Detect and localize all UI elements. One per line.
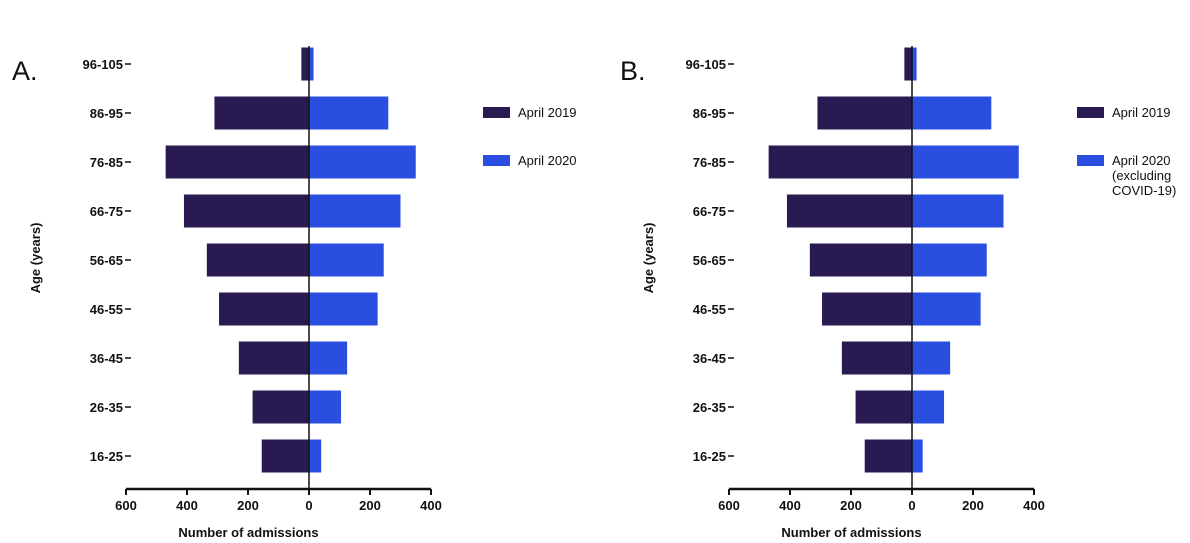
- panel-a: A. 96-105 86-95 76-85 66-75 56-65 46-55 36-45 26…: [12, 46, 577, 540]
- bar-april-2019-26-35: [855, 390, 912, 424]
- bar-april-2019-46-55: [219, 292, 309, 326]
- y-tick-label: 26-35: [693, 400, 726, 415]
- bar-april-2020-16-25: [309, 439, 322, 473]
- y-tick-label: 16-25: [693, 449, 726, 464]
- bar-april-2019-46-55: [822, 292, 912, 326]
- bar-april-2020-26-35: [912, 390, 945, 424]
- bar-april-2020-66-75: [309, 194, 401, 228]
- x-axis-title: Number of admissions: [781, 525, 921, 540]
- x-tick-label: 200: [840, 498, 862, 513]
- bar-april-2019-56-65: [206, 243, 309, 277]
- bar-april-2019-86-95: [817, 96, 912, 130]
- legend-swatch: [1077, 155, 1104, 166]
- panel-b: B. 96-105 86-95 76-85 66-75 56-65 46-55 36-45 26…: [620, 46, 1176, 540]
- y-tick-label: 86-95: [90, 106, 123, 121]
- bar-april-2020-66-75: [912, 194, 1004, 228]
- bar-april-2020-86-95: [309, 96, 389, 130]
- y-tick-label: 26-35: [90, 400, 123, 415]
- y-tick-label: 56-65: [693, 253, 726, 268]
- legend-swatch: [1077, 107, 1104, 118]
- bar-april-2019-96-105: [904, 47, 912, 81]
- x-tick-label: 600: [718, 498, 740, 513]
- bar-april-2020-96-105: [912, 47, 917, 81]
- legend-label: April 2020 (excluding COVID-19): [1112, 153, 1176, 198]
- panel-label: B.: [620, 56, 646, 86]
- x-tick-label: 400: [1023, 498, 1045, 513]
- x-tick-label: 400: [176, 498, 198, 513]
- bar-april-2019-66-75: [786, 194, 912, 228]
- x-tick-label: 200: [237, 498, 259, 513]
- bar-april-2020-36-45: [309, 341, 348, 375]
- x-tick-label: 400: [779, 498, 801, 513]
- bar-april-2019-76-85: [165, 145, 309, 179]
- x-tick-label: 0: [305, 498, 312, 513]
- legend-label: April 2019: [1112, 105, 1171, 120]
- bar-april-2019-76-85: [768, 145, 912, 179]
- bar-april-2020-36-45: [912, 341, 951, 375]
- bar-april-2019-16-25: [261, 439, 309, 473]
- bar-april-2019-36-45: [238, 341, 309, 375]
- bar-april-2020-16-25: [912, 439, 923, 473]
- legend-label: April 2020: [518, 153, 577, 168]
- y-tick-label: 36-45: [693, 351, 726, 366]
- bar-april-2019-26-35: [252, 390, 309, 424]
- y-tick-label: 46-55: [90, 302, 123, 317]
- bar-april-2020-96-105: [309, 47, 314, 81]
- y-tick-label: 96-105: [686, 57, 726, 72]
- y-axis-title: Age (years): [641, 223, 656, 294]
- x-tick-label: 0: [908, 498, 915, 513]
- bar-april-2020-46-55: [912, 292, 981, 326]
- bar-april-2020-56-65: [309, 243, 384, 277]
- bar-april-2019-16-25: [864, 439, 912, 473]
- bar-april-2019-96-105: [301, 47, 309, 81]
- y-tick-label: 76-85: [693, 155, 726, 170]
- y-tick-label: 46-55: [693, 302, 726, 317]
- y-tick-label: 16-25: [90, 449, 123, 464]
- y-tick-label: 76-85: [90, 155, 123, 170]
- legend-swatch: [483, 155, 510, 166]
- x-tick-label: 200: [359, 498, 381, 513]
- y-tick-label: 36-45: [90, 351, 123, 366]
- bar-april-2020-56-65: [912, 243, 987, 277]
- panel-label: A.: [12, 56, 38, 86]
- x-tick-label: 600: [115, 498, 137, 513]
- bar-april-2019-66-75: [183, 194, 309, 228]
- y-tick-label: 96-105: [83, 57, 123, 72]
- bar-april-2020-86-95: [912, 96, 992, 130]
- bar-april-2019-86-95: [214, 96, 309, 130]
- bar-april-2020-26-35: [309, 390, 342, 424]
- y-tick-label: 66-75: [693, 204, 726, 219]
- bar-april-2020-76-85: [309, 145, 416, 179]
- x-tick-label: 400: [420, 498, 442, 513]
- y-tick-label: 86-95: [693, 106, 726, 121]
- bar-april-2019-36-45: [841, 341, 912, 375]
- y-tick-label: 66-75: [90, 204, 123, 219]
- bar-april-2020-76-85: [912, 145, 1019, 179]
- x-axis-title: Number of admissions: [178, 525, 318, 540]
- legend-swatch: [483, 107, 510, 118]
- legend-label: April 2019: [518, 105, 577, 120]
- y-axis-title: Age (years): [28, 223, 43, 294]
- bar-april-2019-56-65: [809, 243, 912, 277]
- x-tick-label: 200: [962, 498, 984, 513]
- y-tick-label: 56-65: [90, 253, 123, 268]
- bar-april-2020-46-55: [309, 292, 378, 326]
